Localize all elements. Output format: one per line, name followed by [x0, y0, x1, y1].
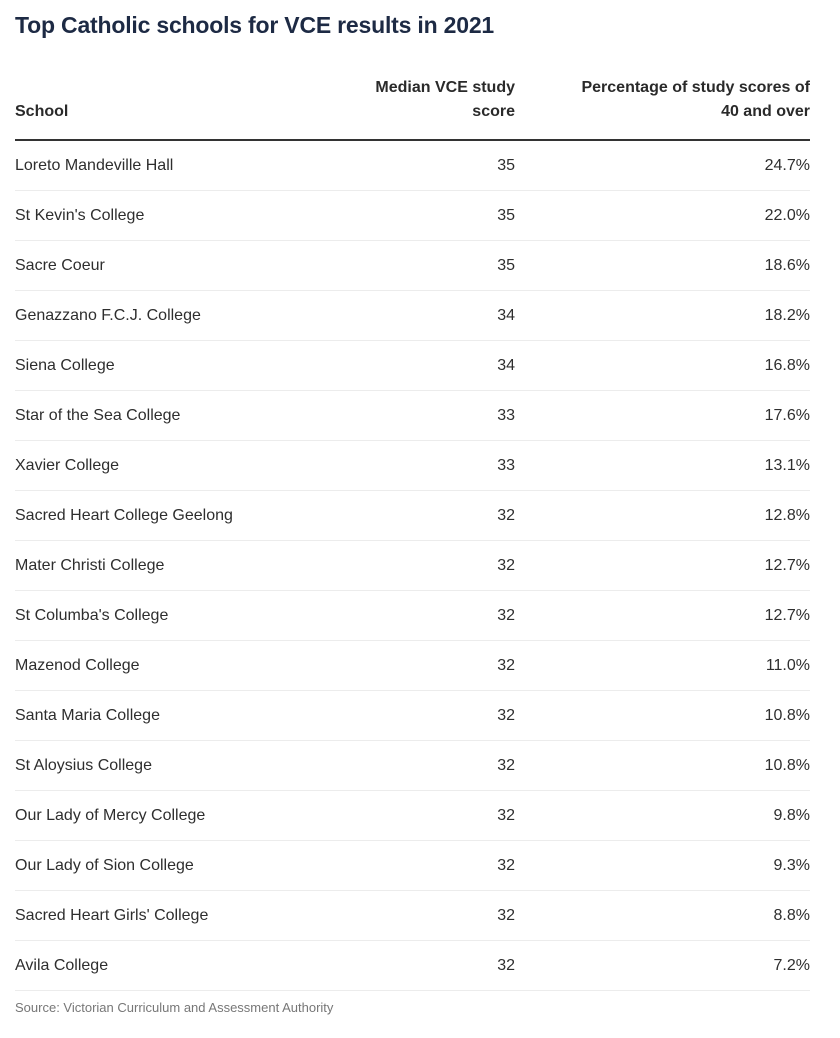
table-row: Xavier College 33 13.1% — [15, 440, 810, 491]
school-cell: Our Lady of Sion College — [15, 840, 335, 891]
table-row: Siena College 34 16.8% — [15, 340, 810, 391]
median-score-cell: 32 — [335, 540, 515, 591]
school-cell: Sacred Heart Girls' College — [15, 890, 335, 941]
median-score-cell: 32 — [335, 740, 515, 791]
header-row: School Median VCE study score Percentage… — [15, 60, 810, 141]
column-header-median: Median VCE study score — [335, 60, 515, 141]
median-score-cell: 32 — [335, 890, 515, 941]
median-score-cell: 35 — [335, 240, 515, 291]
table-body: Loreto Mandeville Hall 35 24.7% St Kevin's … — [15, 140, 810, 991]
table-row: Our Lady of Mercy College 32 9.8% — [15, 790, 810, 841]
table-row: Sacred Heart College Geelong 32 12.8% — [15, 490, 810, 541]
percentage-cell: 12.7% — [515, 590, 810, 641]
school-cell: Xavier College — [15, 440, 335, 491]
table-row: St Aloysius College 32 10.8% — [15, 740, 810, 791]
percentage-cell: 12.7% — [515, 540, 810, 591]
median-score-cell: 32 — [335, 690, 515, 741]
school-cell: St Kevin's College — [15, 190, 335, 241]
table-row: Mater Christi College 32 12.7% — [15, 540, 810, 591]
percentage-cell: 10.8% — [515, 740, 810, 791]
median-score-cell: 32 — [335, 790, 515, 841]
school-cell: Star of the Sea College — [15, 390, 335, 441]
table-row: Our Lady of Sion College 32 9.3% — [15, 840, 810, 891]
table-row: Mazenod College 32 11.0% — [15, 640, 810, 691]
median-score-cell: 32 — [335, 590, 515, 641]
median-score-cell: 32 — [335, 640, 515, 691]
percentage-cell: 9.3% — [515, 840, 810, 891]
percentage-cell: 9.8% — [515, 790, 810, 841]
school-cell: Loreto Mandeville Hall — [15, 140, 335, 191]
percentage-cell: 24.7% — [515, 140, 810, 191]
table-header: School Median VCE study score Percentage… — [15, 60, 810, 141]
column-header-percentage-text: Percentage of study scores of 40 and ove… — [581, 79, 810, 120]
chart-title: Top Catholic schools for VCE results in … — [15, 12, 494, 38]
school-cell: Santa Maria College — [15, 690, 335, 741]
school-cell: St Aloysius College — [15, 740, 335, 791]
school-cell: Our Lady of Mercy College — [15, 790, 335, 841]
percentage-cell: 11.0% — [515, 640, 810, 691]
table-row: Sacre Coeur 35 18.6% — [15, 240, 810, 291]
school-cell: Mazenod College — [15, 640, 335, 691]
table-row: Genazzano F.C.J. College 34 18.2% — [15, 290, 810, 341]
percentage-cell: 17.6% — [515, 390, 810, 441]
table-row: Santa Maria College 32 10.8% — [15, 690, 810, 741]
median-score-cell: 32 — [335, 490, 515, 541]
median-score-cell: 35 — [335, 190, 515, 241]
median-score-cell: 34 — [335, 340, 515, 391]
percentage-cell: 8.8% — [515, 890, 810, 941]
table-row: St Kevin's College 35 22.0% — [15, 190, 810, 241]
table-row: Star of the Sea College 33 17.6% — [15, 390, 810, 441]
median-score-cell: 34 — [335, 290, 515, 341]
school-cell: St Columba's College — [15, 590, 335, 641]
median-score-cell: 33 — [335, 390, 515, 441]
median-score-cell: 33 — [335, 440, 515, 491]
table-row: Sacred Heart Girls' College 32 8.8% — [15, 890, 810, 941]
table-row: St Columba's College 32 12.7% — [15, 590, 810, 641]
results-table: School Median VCE study score Percentage… — [15, 60, 810, 991]
percentage-cell: 12.8% — [515, 490, 810, 541]
school-cell: Siena College — [15, 340, 335, 391]
column-header-school: School — [15, 60, 335, 141]
percentage-cell: 13.1% — [515, 440, 810, 491]
school-cell: Sacre Coeur — [15, 240, 335, 291]
percentage-cell: 18.2% — [515, 290, 810, 341]
median-score-cell: 35 — [335, 140, 515, 191]
percentage-cell: 7.2% — [515, 940, 810, 991]
percentage-cell: 16.8% — [515, 340, 810, 391]
percentage-cell: 18.6% — [515, 240, 810, 291]
school-cell: Mater Christi College — [15, 540, 335, 591]
column-header-percentage: Percentage of study scores of 40 and ove… — [515, 60, 810, 141]
median-score-cell: 32 — [335, 840, 515, 891]
table-row: Loreto Mandeville Hall 35 24.7% — [15, 140, 810, 191]
school-cell: Avila College — [15, 940, 335, 991]
median-score-cell: 32 — [335, 940, 515, 991]
school-cell: Sacred Heart College Geelong — [15, 490, 335, 541]
percentage-cell: 10.8% — [515, 690, 810, 741]
percentage-cell: 22.0% — [515, 190, 810, 241]
school-cell: Genazzano F.C.J. College — [15, 290, 335, 341]
table-row: Avila College 32 7.2% — [15, 940, 810, 991]
source-note: Source: Victorian Curriculum and Assessm… — [15, 1000, 334, 1015]
